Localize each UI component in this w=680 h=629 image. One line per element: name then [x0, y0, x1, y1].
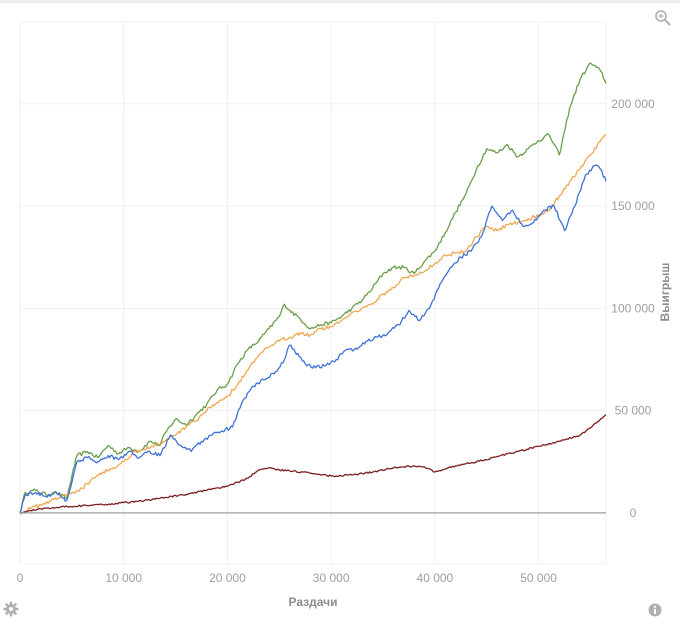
- x-tick-label: 30 000: [313, 571, 350, 585]
- magnifier-icon[interactable]: [654, 9, 672, 27]
- y-tick-label: 0: [630, 506, 637, 520]
- y-axis-title: Выигрыш: [658, 263, 672, 322]
- y-tick-label: 100 000: [611, 301, 655, 315]
- y-axis-ticks: 0 50 000 100 000 150 000 200 000: [611, 97, 655, 520]
- chart-grid: [19, 21, 607, 565]
- x-axis-title: Раздачи: [289, 595, 338, 609]
- series-line-2: [19, 133, 607, 515]
- chart-series: [19, 62, 607, 515]
- x-tick-label: 50 000: [520, 571, 557, 585]
- y-tick-label: 150 000: [611, 199, 655, 213]
- plot-area-frame: [19, 21, 607, 565]
- x-tick-label: 20 000: [209, 571, 246, 585]
- top-border: [0, 0, 680, 3]
- info-icon[interactable]: [648, 603, 662, 617]
- gear-icon[interactable]: [3, 601, 19, 617]
- x-tick-label: 0: [17, 571, 24, 585]
- y-tick-label: 200 000: [611, 97, 655, 111]
- y-tick-label: 50 000: [615, 404, 652, 418]
- x-tick-label: 10 000: [105, 571, 142, 585]
- series-line-4: [19, 414, 607, 514]
- series-line-1: [19, 62, 607, 514]
- x-tick-label: 40 000: [417, 571, 454, 585]
- series-line-3: [19, 164, 607, 514]
- x-axis-ticks: 0 10 000 20 000 30 000 40 000 50 000: [17, 571, 558, 585]
